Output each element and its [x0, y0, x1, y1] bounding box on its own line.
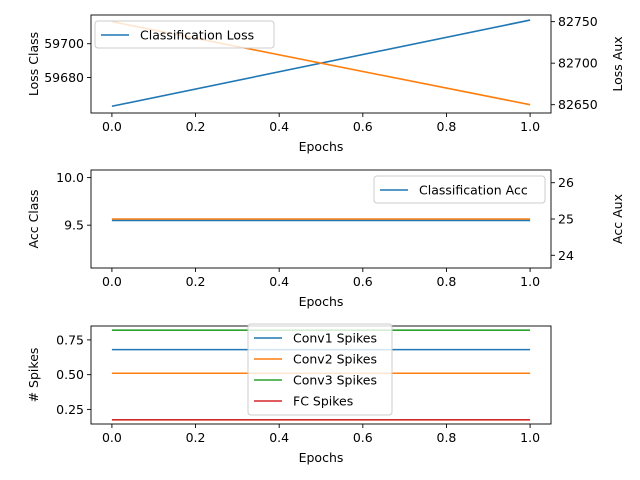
y-tick-label: 59680	[44, 70, 84, 85]
y-axis-label: Acc Class	[26, 190, 41, 249]
legend-label: Conv3 Spikes	[293, 373, 377, 388]
legend-box	[373, 175, 546, 204]
y-right-tick-label: 82700	[558, 56, 598, 71]
y-tick-label: 10.0	[56, 170, 84, 185]
plot-frame	[90, 14, 552, 114]
y-right-tick-label: 26	[558, 175, 574, 190]
x-tick-label: 0.2	[186, 274, 206, 289]
x-tick-label: 0.0	[102, 119, 122, 134]
x-tick-label: 0.0	[102, 430, 122, 445]
legend-label: Conv2 Spikes	[293, 352, 377, 367]
x-tick-label: 0.6	[353, 274, 373, 289]
y-right-axis-label: Acc Aux	[610, 194, 625, 244]
y-right-tick-label: 82750	[558, 14, 598, 29]
x-tick-label: 1.0	[520, 430, 540, 445]
y-right-tick-label: 24	[558, 248, 574, 263]
x-axis-label: Epochs	[299, 294, 344, 309]
legend-label: Classification Loss	[140, 28, 254, 43]
y-right-axis-label: Loss Aux	[610, 36, 625, 91]
plot-frame	[90, 169, 552, 269]
legend-label: Conv1 Spikes	[293, 331, 377, 346]
y-tick-label: 9.5	[64, 218, 84, 233]
y-right-tick-label: 25	[558, 212, 574, 227]
legend-box	[94, 20, 275, 49]
legend-label: Classification Acc	[419, 183, 528, 198]
y-tick-label: 0.50	[56, 367, 84, 382]
x-tick-label: 0.2	[186, 430, 206, 445]
x-tick-label: 0.6	[353, 119, 373, 134]
legend-label: FC Spikes	[293, 394, 353, 409]
x-tick-label: 0.4	[269, 274, 289, 289]
y-tick-label: 59700	[44, 36, 84, 51]
x-tick-label: 0.8	[437, 274, 457, 289]
y-tick-label: 0.25	[56, 402, 84, 417]
x-tick-label: 0.2	[186, 119, 206, 134]
legend-box	[247, 323, 393, 416]
y-right-tick-label: 82650	[558, 97, 598, 112]
x-axis-label: Epochs	[299, 139, 344, 154]
x-tick-label: 0.4	[269, 430, 289, 445]
x-tick-label: 0.8	[437, 119, 457, 134]
x-tick-label: 0.0	[102, 274, 122, 289]
x-tick-label: 1.0	[520, 119, 540, 134]
x-tick-label: 0.4	[269, 119, 289, 134]
x-axis-label: Epochs	[299, 450, 344, 465]
y-tick-label: 0.75	[56, 332, 84, 347]
x-tick-label: 1.0	[520, 274, 540, 289]
y-axis-label: Loss Class	[26, 32, 41, 96]
x-tick-label: 0.8	[437, 430, 457, 445]
x-tick-label: 0.6	[353, 430, 373, 445]
y-axis-label: # Spikes	[26, 348, 41, 403]
